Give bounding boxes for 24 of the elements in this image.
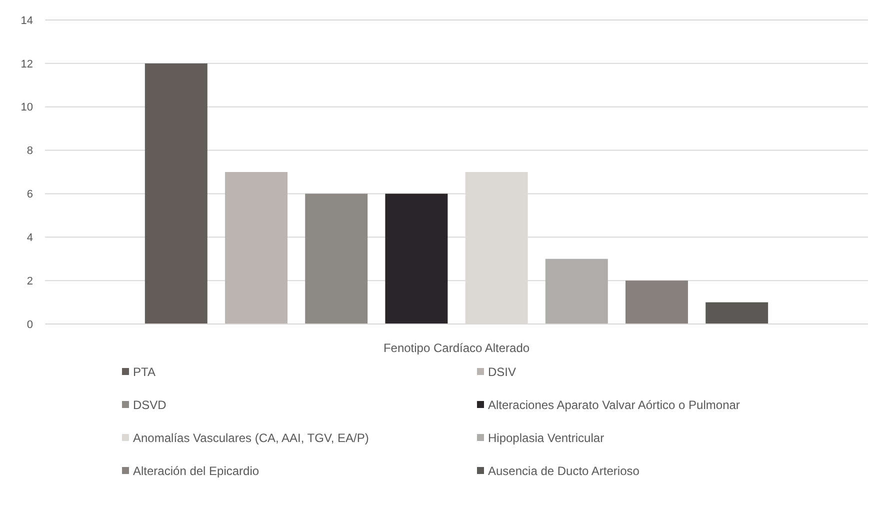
y-tick-label: 4 bbox=[26, 232, 33, 244]
bar bbox=[225, 172, 288, 324]
bar bbox=[626, 280, 688, 324]
legend-label: PTA bbox=[133, 365, 156, 380]
y-tick-label: 12 bbox=[20, 58, 33, 70]
legend-label: Hipoplasia Ventricular bbox=[488, 431, 604, 446]
legend-label: Alteración del Epicardio bbox=[133, 464, 260, 478]
y-tick-label: 6 bbox=[26, 188, 33, 201]
y-tick-label: 8 bbox=[26, 145, 33, 158]
y-tick-label: 14 bbox=[20, 14, 33, 27]
y-tick-label: 0 bbox=[26, 318, 33, 331]
y-tick-label: 10 bbox=[20, 102, 33, 114]
bar bbox=[545, 258, 608, 324]
legend-label: DSIV bbox=[488, 365, 516, 380]
legend-label: Ausencia de Ducto Arterioso bbox=[488, 464, 640, 478]
legend-label: DSVD bbox=[133, 398, 167, 412]
bar bbox=[144, 63, 208, 324]
legend-label: Anomalías Vasculares (CA, AAI, TGV, EA/P) bbox=[133, 431, 369, 446]
x-tick-label: Fenotipo Cardíaco Alterado bbox=[383, 341, 530, 355]
y-tick-label: 2 bbox=[26, 275, 33, 288]
legend-label: Alteraciones Aparato Valvar Aórtico o Pulmonar bbox=[488, 398, 740, 412]
bar bbox=[706, 302, 768, 324]
bar bbox=[385, 194, 448, 324]
bar bbox=[305, 194, 368, 324]
